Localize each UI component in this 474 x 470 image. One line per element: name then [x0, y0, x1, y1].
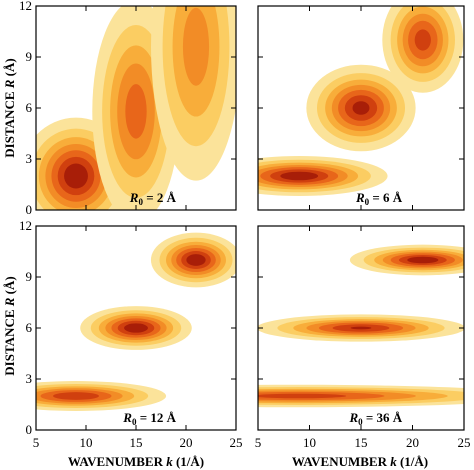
x-tick-label: 10 — [80, 435, 93, 450]
panel-label: R0 = 12 Å — [122, 410, 176, 427]
contour-band-2-5 — [125, 84, 147, 139]
contour-band-1-6 — [258, 393, 347, 399]
x-tick-label: 20 — [180, 435, 193, 450]
y-axis-title-top: DISTANCE R (Å) — [2, 58, 17, 157]
contour-band-2-7 — [350, 326, 372, 330]
panel-top-right: R0 = 6 Å — [257, 5, 465, 211]
y-tick-label: 6 — [26, 100, 33, 115]
panel-bottom-left: 5 10 15 20 25 0 3 6 9 12 R0 = 12 Å — [19, 218, 243, 450]
x-axis-title-right: WAVENUMBER k (1/Å) — [292, 454, 428, 469]
y-tick-label: 9 — [26, 49, 33, 64]
contour-band-2-7 — [352, 101, 370, 115]
y-tick-label: 12 — [19, 0, 32, 13]
x-tick-label: 5 — [33, 435, 40, 450]
y-tick-label: 3 — [26, 371, 33, 386]
x-axis-title-left: WAVENUMBER k (1/Å) — [68, 454, 204, 469]
y-axis-title-bottom: DISTANCE R (Å) — [2, 276, 17, 375]
y-tick-label: 9 — [26, 269, 33, 284]
contour-band-1-6 — [53, 392, 99, 400]
contour-band-3-4 — [182, 7, 210, 86]
panel-label: R0 = 36 Å — [348, 410, 402, 427]
x-tick-label: 5 — [255, 435, 262, 450]
x-tick-label: 25 — [458, 435, 471, 450]
y-tick-label: 6 — [26, 320, 33, 335]
contour-band-2-7 — [124, 323, 148, 333]
panel-label: R0 = 6 Å — [355, 190, 403, 207]
y-tick-label: 12 — [19, 218, 32, 233]
panel-bottom-right: 5 10 15 20 25 R0 = 36 Å — [255, 225, 471, 450]
x-tick-label: 20 — [406, 435, 419, 450]
panel-top-left: 0 3 6 9 12 R0 = 2 Å — [19, 0, 237, 217]
contour-band-1-7 — [280, 171, 319, 181]
x-tick-label: 25 — [230, 435, 243, 450]
panels-group: 0 3 6 9 12 R0 = 2 Å R0 = 6 Å 5 10 15 20 25 0 3 6 9 12 R0 … — [19, 0, 471, 450]
contour-band-3-7 — [407, 256, 439, 264]
x-tick-label: 10 — [303, 435, 316, 450]
contour-field — [36, 6, 236, 210]
y-tick-label: 0 — [26, 422, 33, 437]
y-tick-label: 3 — [26, 151, 33, 166]
contour-band-3-6 — [414, 29, 431, 51]
contour-band-3-7 — [186, 254, 206, 266]
contour-field — [36, 232, 236, 411]
x-tick-label: 15 — [355, 435, 368, 450]
contour-band-1-7 — [64, 163, 88, 189]
contour-field — [258, 244, 464, 408]
contour-field — [258, 6, 464, 197]
y-tick-label: 0 — [26, 202, 33, 217]
panel-label: R0 = 2 Å — [129, 190, 177, 207]
x-tick-label: 15 — [130, 435, 143, 450]
